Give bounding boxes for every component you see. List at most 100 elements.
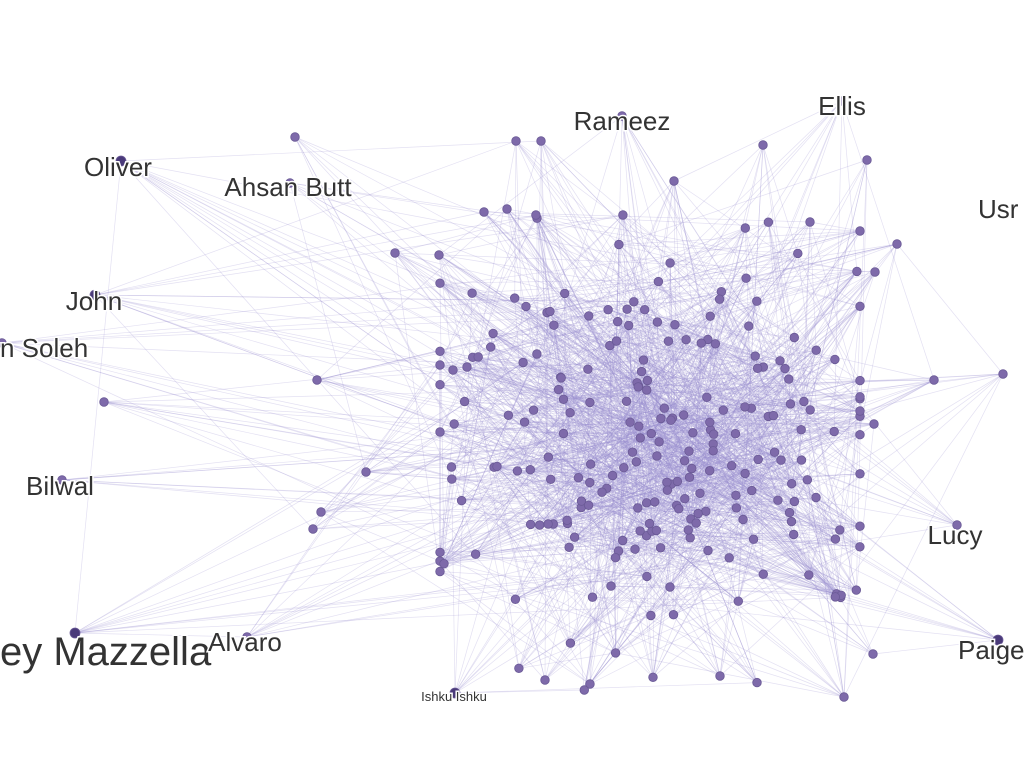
graph-node[interactable] <box>587 592 598 602</box>
graph-node[interactable] <box>695 488 705 499</box>
graph-node[interactable] <box>618 210 628 220</box>
graph-node[interactable] <box>855 542 865 552</box>
graph-node[interactable] <box>672 476 683 487</box>
graph-node[interactable] <box>459 396 470 407</box>
graph-node[interactable] <box>805 217 815 227</box>
graph-node[interactable] <box>805 405 815 415</box>
graph-node[interactable] <box>992 634 1004 646</box>
graph-node[interactable] <box>693 508 703 519</box>
graph-node[interactable] <box>486 342 496 352</box>
graph-node[interactable] <box>665 258 675 268</box>
graph-node[interactable] <box>597 487 607 497</box>
graph-node[interactable] <box>569 532 580 542</box>
graph-node[interactable] <box>579 685 590 695</box>
graph-node[interactable] <box>605 340 615 351</box>
graph-node[interactable] <box>585 477 595 488</box>
graph-node[interactable] <box>532 349 542 359</box>
graph-node[interactable] <box>653 276 664 287</box>
graph-node[interactable] <box>633 503 643 513</box>
graph-node[interactable] <box>633 382 643 392</box>
graph-node[interactable] <box>651 525 662 536</box>
graph-node[interactable] <box>540 675 550 685</box>
graph-node[interactable] <box>435 547 445 558</box>
graph-node[interactable] <box>740 402 750 412</box>
graph-node[interactable] <box>679 456 690 466</box>
graph-node[interactable] <box>640 305 650 315</box>
graph-node[interactable] <box>242 632 252 642</box>
graph-node[interactable] <box>462 362 472 372</box>
graph-node[interactable] <box>747 485 757 496</box>
graph-node[interactable] <box>546 474 556 485</box>
graph-node[interactable] <box>731 503 742 513</box>
graph-node[interactable] <box>758 140 768 150</box>
graph-node[interactable] <box>99 397 109 407</box>
graph-node[interactable] <box>435 278 445 288</box>
graph-node[interactable] <box>435 427 445 437</box>
graph-node[interactable] <box>503 410 514 421</box>
graph-node[interactable] <box>811 345 821 355</box>
graph-node[interactable] <box>449 687 461 699</box>
graph-node[interactable] <box>776 455 786 465</box>
graph-node[interactable] <box>312 375 322 385</box>
graph-node[interactable] <box>731 490 741 501</box>
graph-node[interactable] <box>446 462 457 472</box>
graph-node[interactable] <box>434 250 444 260</box>
graph-node[interactable] <box>784 507 795 518</box>
graph-node[interactable] <box>796 455 807 465</box>
graph-node[interactable] <box>510 594 521 605</box>
graph-node[interactable] <box>606 581 616 591</box>
graph-node[interactable] <box>89 289 101 301</box>
graph-node[interactable] <box>390 248 400 258</box>
graph-node[interactable] <box>642 385 652 395</box>
graph-node[interactable] <box>636 366 647 377</box>
graph-node[interactable] <box>543 452 554 462</box>
graph-node[interactable] <box>622 304 632 314</box>
graph-node[interactable] <box>448 365 458 375</box>
graph-node[interactable] <box>738 514 748 525</box>
graph-node[interactable] <box>855 521 865 531</box>
graph-node[interactable] <box>705 417 715 428</box>
graph-node[interactable] <box>560 288 570 299</box>
graph-node[interactable] <box>614 239 624 250</box>
graph-node[interactable] <box>611 336 622 346</box>
graph-node[interactable] <box>556 373 566 383</box>
graph-node[interactable] <box>470 549 481 559</box>
graph-node[interactable] <box>435 566 445 577</box>
graph-node[interactable] <box>929 375 939 385</box>
graph-node[interactable] <box>668 610 679 620</box>
graph-node[interactable] <box>565 638 576 648</box>
graph-node[interactable] <box>724 553 734 563</box>
graph-node[interactable] <box>784 374 794 384</box>
graph-node[interactable] <box>641 498 652 508</box>
graph-node[interactable] <box>701 506 711 517</box>
graph-node[interactable] <box>830 354 840 365</box>
graph-node[interactable] <box>435 346 445 357</box>
graph-node[interactable] <box>531 210 541 220</box>
graph-node[interactable] <box>519 417 530 427</box>
graph-node[interactable] <box>558 428 569 439</box>
graph-node[interactable] <box>862 155 872 165</box>
graph-node[interactable] <box>528 405 539 415</box>
graph-node[interactable] <box>0 338 7 348</box>
graph-node[interactable] <box>518 357 528 368</box>
graph-node[interactable] <box>69 627 81 639</box>
graph-node[interactable] <box>627 447 638 457</box>
graph-node[interactable] <box>855 406 865 416</box>
graph-node[interactable] <box>705 466 715 476</box>
graph-node[interactable] <box>709 429 719 439</box>
graph-node[interactable] <box>511 136 521 146</box>
graph-node[interactable] <box>837 96 847 106</box>
graph-node[interactable] <box>868 649 878 659</box>
graph-node[interactable] <box>752 677 762 688</box>
graph-node[interactable] <box>583 364 593 374</box>
graph-node[interactable] <box>558 394 569 405</box>
graph-node[interactable] <box>521 301 531 312</box>
graph-node[interactable] <box>655 543 666 553</box>
graph-node[interactable] <box>715 671 725 681</box>
graph-node[interactable] <box>851 585 862 595</box>
graph-node[interactable] <box>839 692 849 702</box>
graph-node[interactable] <box>830 534 841 544</box>
graph-node[interactable] <box>680 494 690 504</box>
graph-node[interactable] <box>646 610 656 621</box>
graph-node[interactable] <box>285 178 295 188</box>
